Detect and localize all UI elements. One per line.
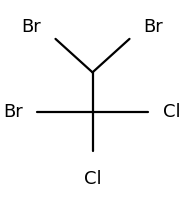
Text: Br: Br (3, 103, 23, 121)
Text: Cl: Cl (163, 103, 181, 121)
Text: Br: Br (22, 18, 41, 36)
Text: Cl: Cl (84, 170, 101, 188)
Text: Br: Br (144, 18, 163, 36)
